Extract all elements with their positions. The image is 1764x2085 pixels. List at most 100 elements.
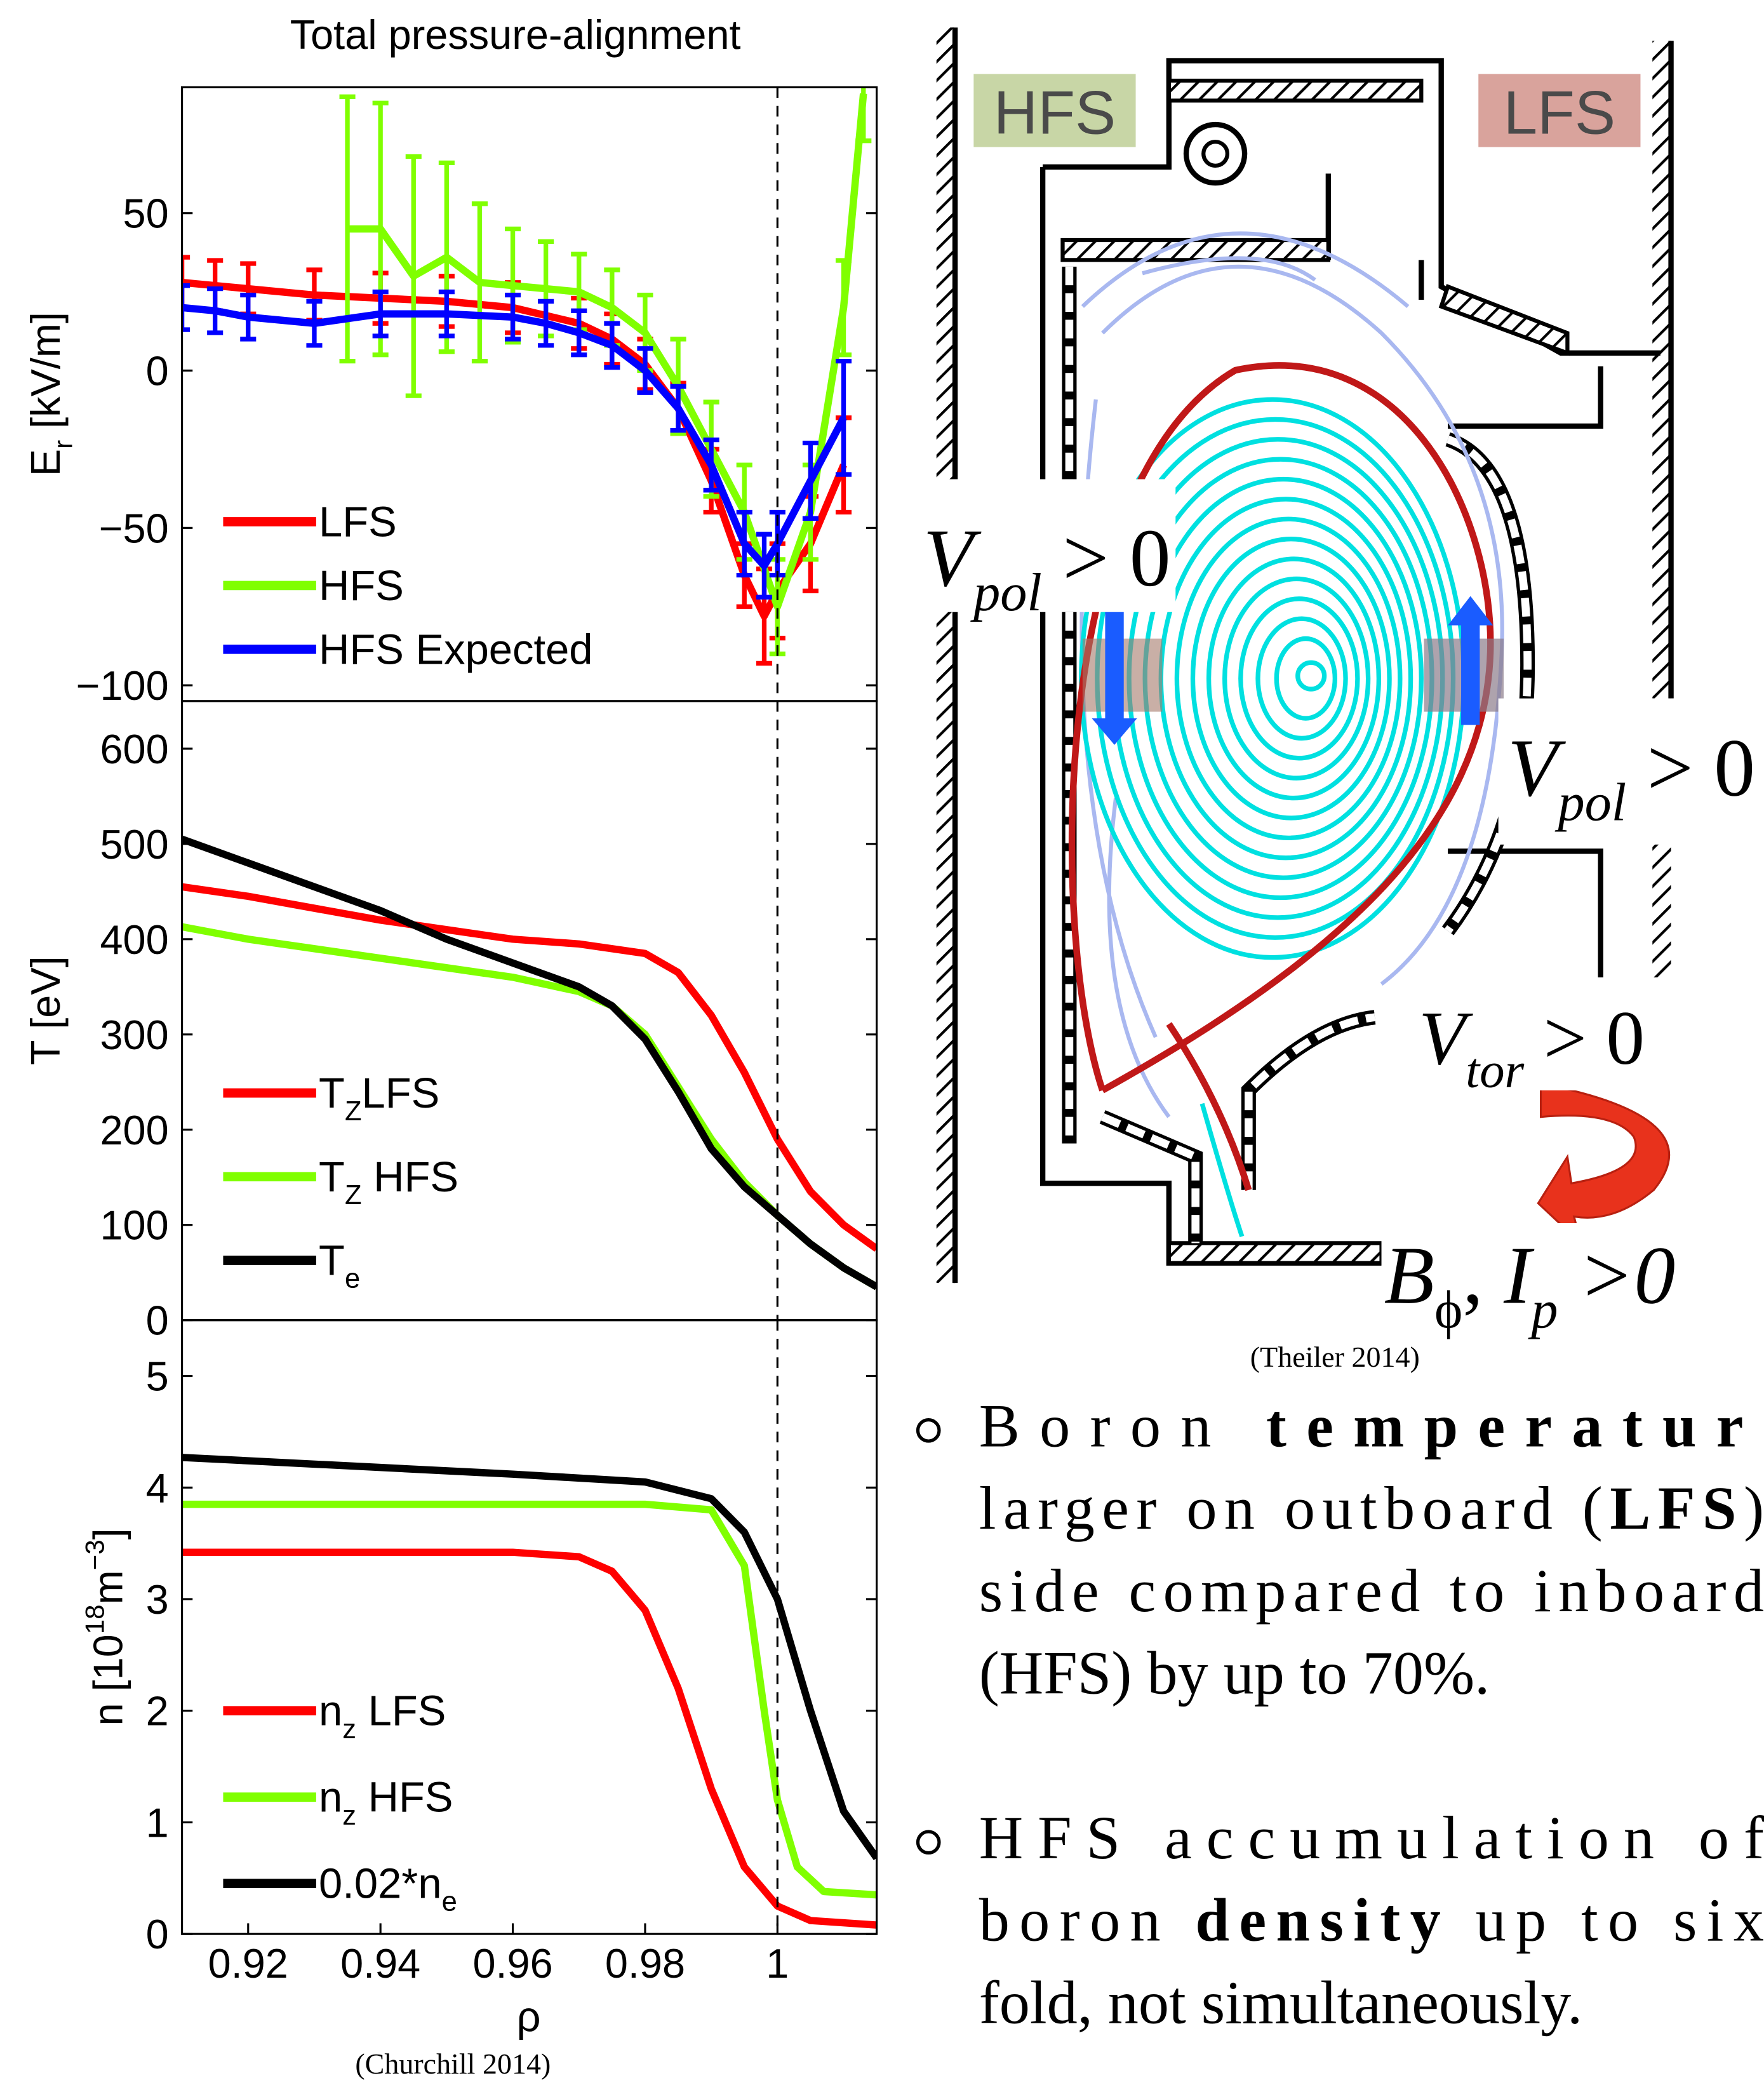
y-axis-label: Er [kV/m] bbox=[22, 312, 77, 476]
series-line bbox=[182, 835, 877, 1291]
x-tick-label: 1 bbox=[766, 1940, 789, 1987]
y-tick-label: 0 bbox=[146, 1297, 169, 1344]
separatrix bbox=[1068, 362, 1494, 1191]
series-line bbox=[182, 1454, 877, 1860]
legend-label-part: HFS bbox=[362, 1153, 458, 1201]
y-tick-label: 0 bbox=[146, 1911, 169, 1957]
plot-area bbox=[182, 1454, 877, 1929]
bullet-line: Boron temperature bbox=[979, 1391, 1764, 1459]
label-box bbox=[916, 479, 1176, 612]
diagram-label-part: HFS bbox=[994, 79, 1116, 147]
legend-label-part: LFS bbox=[356, 1687, 446, 1735]
diagram-caption: (Theiler 2014) bbox=[1250, 1341, 1420, 1373]
bullet-line: HFS accumulation of bbox=[979, 1804, 1764, 1872]
series-line bbox=[182, 304, 847, 570]
diagram-label-part: pol bbox=[1554, 773, 1626, 832]
x-tick-label: 0.96 bbox=[472, 1940, 552, 1987]
legend-label-part: LFS bbox=[362, 1069, 440, 1117]
diagram-label: HFS bbox=[994, 79, 1116, 147]
chart-caption: (Churchill 2014) bbox=[355, 2048, 551, 2080]
bullet-marker bbox=[916, 1830, 941, 1855]
diagram-label-part: > 0 bbox=[1524, 996, 1645, 1081]
diagram-label-part: > 0 bbox=[1042, 513, 1171, 604]
diagram-label: LFS bbox=[1504, 79, 1615, 147]
y-tick-label: 600 bbox=[100, 726, 168, 772]
error-bar bbox=[835, 358, 852, 477]
y-axis-label-part: [kV/m] bbox=[22, 312, 69, 440]
diagram-label: Vpol > 0 bbox=[923, 513, 1171, 622]
error-bar bbox=[182, 283, 190, 332]
legend-label-part: z bbox=[342, 1800, 356, 1831]
bullet-marker bbox=[916, 1418, 941, 1443]
diagram-label-part: V bbox=[923, 513, 982, 604]
series-line bbox=[182, 883, 877, 1252]
plot-area bbox=[182, 835, 877, 1291]
series-line bbox=[347, 93, 867, 610]
y-tick-label: 1 bbox=[146, 1799, 169, 1846]
legend-label-part: T bbox=[319, 1069, 345, 1117]
diagram-label: Bϕ, Ip >0 bbox=[1384, 1230, 1676, 1340]
y-tick-label: 2 bbox=[146, 1688, 169, 1734]
chart-title: Total pressure-alignment bbox=[290, 11, 741, 58]
legend-label: HFS Expected bbox=[319, 626, 592, 673]
series-line bbox=[182, 923, 877, 1291]
bullet-line-part: temperature bbox=[1266, 1391, 1764, 1459]
plot-area bbox=[182, 87, 872, 666]
velocity-arrow bbox=[1092, 605, 1137, 745]
legend-label: 0.02*ne bbox=[319, 1860, 457, 1917]
tiles bbox=[1065, 266, 1532, 1244]
diagram-label-part: B bbox=[1384, 1230, 1434, 1322]
hatched-wall bbox=[936, 27, 956, 1284]
axes-frame bbox=[181, 1319, 878, 1935]
toroidal-arrow bbox=[1537, 1082, 1671, 1247]
diagram-label-part: pol bbox=[970, 563, 1042, 622]
hatched-wall bbox=[1652, 41, 1671, 699]
legend-label-part: e bbox=[442, 1887, 457, 1917]
diagram-label-part: I bbox=[1503, 1230, 1535, 1322]
legend-label: Te bbox=[319, 1237, 360, 1294]
vessel-outline bbox=[1039, 58, 1660, 1266]
legend-label-part: n bbox=[319, 1687, 342, 1735]
bullet-line-part: HFS accumulation of bbox=[979, 1804, 1764, 1872]
y-tick-label: 300 bbox=[100, 1012, 168, 1058]
legend-label-part: e bbox=[345, 1264, 360, 1294]
y-tick-label: 4 bbox=[146, 1465, 169, 1511]
y-tick-label: 0 bbox=[146, 348, 169, 394]
x-axis-label: ρ bbox=[517, 1993, 541, 2041]
diagram-label: Vpol > 0 bbox=[1507, 722, 1755, 832]
legend-label-part: HFS bbox=[356, 1774, 453, 1821]
series-line bbox=[182, 1548, 877, 1929]
lfs-box bbox=[1478, 74, 1641, 147]
legend-label-part: 0.02*n bbox=[319, 1860, 442, 1908]
y-tick-label: −50 bbox=[99, 505, 169, 551]
diagram-label-part: LFS bbox=[1504, 79, 1615, 147]
legend-label-part: n bbox=[319, 1774, 342, 1821]
y-axis-label: T [eV] bbox=[22, 956, 69, 1065]
legend-label: nz HFS bbox=[319, 1774, 453, 1831]
y-axis-label-part: m bbox=[84, 1570, 131, 1604]
bullet-line-part: up to six bbox=[1450, 1886, 1764, 1954]
diagram-label: Vtor > 0 bbox=[1419, 996, 1645, 1098]
legend-label: TZLFS bbox=[319, 1069, 439, 1127]
y-tick-label: 500 bbox=[100, 821, 168, 868]
diagram-label-part: p bbox=[1528, 1280, 1558, 1339]
hatched-wall bbox=[1652, 838, 1671, 977]
legend-label-part: T bbox=[319, 1237, 345, 1285]
bullet-line-part: larger on outboard ( bbox=[979, 1474, 1603, 1542]
y-axis-label-part: E bbox=[22, 449, 69, 476]
legend-label: nz LFS bbox=[319, 1687, 446, 1745]
y-tick-label: 400 bbox=[100, 916, 168, 963]
y-tick-label: 50 bbox=[123, 191, 169, 237]
legend-label-part: T bbox=[319, 1153, 345, 1201]
label-box bbox=[1498, 698, 1764, 845]
y-tick-label: 200 bbox=[100, 1107, 168, 1153]
bullet-line: larger on outboard (LFS) bbox=[979, 1474, 1764, 1542]
diagram-label-part: >0 bbox=[1558, 1230, 1676, 1322]
tokamak-diagram bbox=[916, 27, 1764, 1330]
y-tick-label: −100 bbox=[76, 662, 169, 709]
hatched-structure bbox=[1060, 78, 1570, 1265]
diagram-label-part: tor bbox=[1466, 1043, 1524, 1098]
y-tick-label: 3 bbox=[146, 1576, 169, 1623]
